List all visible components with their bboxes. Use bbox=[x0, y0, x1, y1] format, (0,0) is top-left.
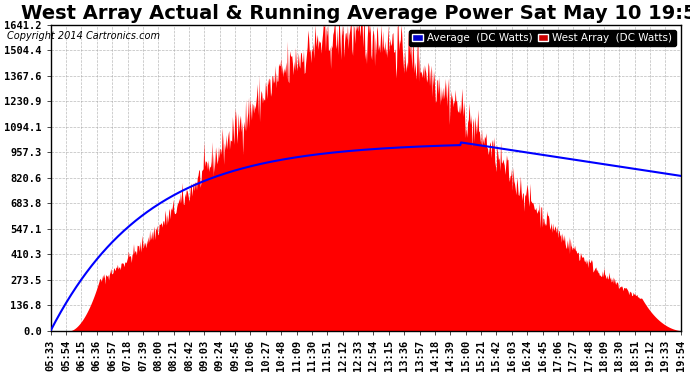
Legend: Average  (DC Watts), West Array  (DC Watts): Average (DC Watts), West Array (DC Watts… bbox=[409, 30, 676, 46]
Title: West Array Actual & Running Average Power Sat May 10 19:58: West Array Actual & Running Average Powe… bbox=[21, 4, 690, 23]
Text: Copyright 2014 Cartronics.com: Copyright 2014 Cartronics.com bbox=[7, 32, 160, 41]
